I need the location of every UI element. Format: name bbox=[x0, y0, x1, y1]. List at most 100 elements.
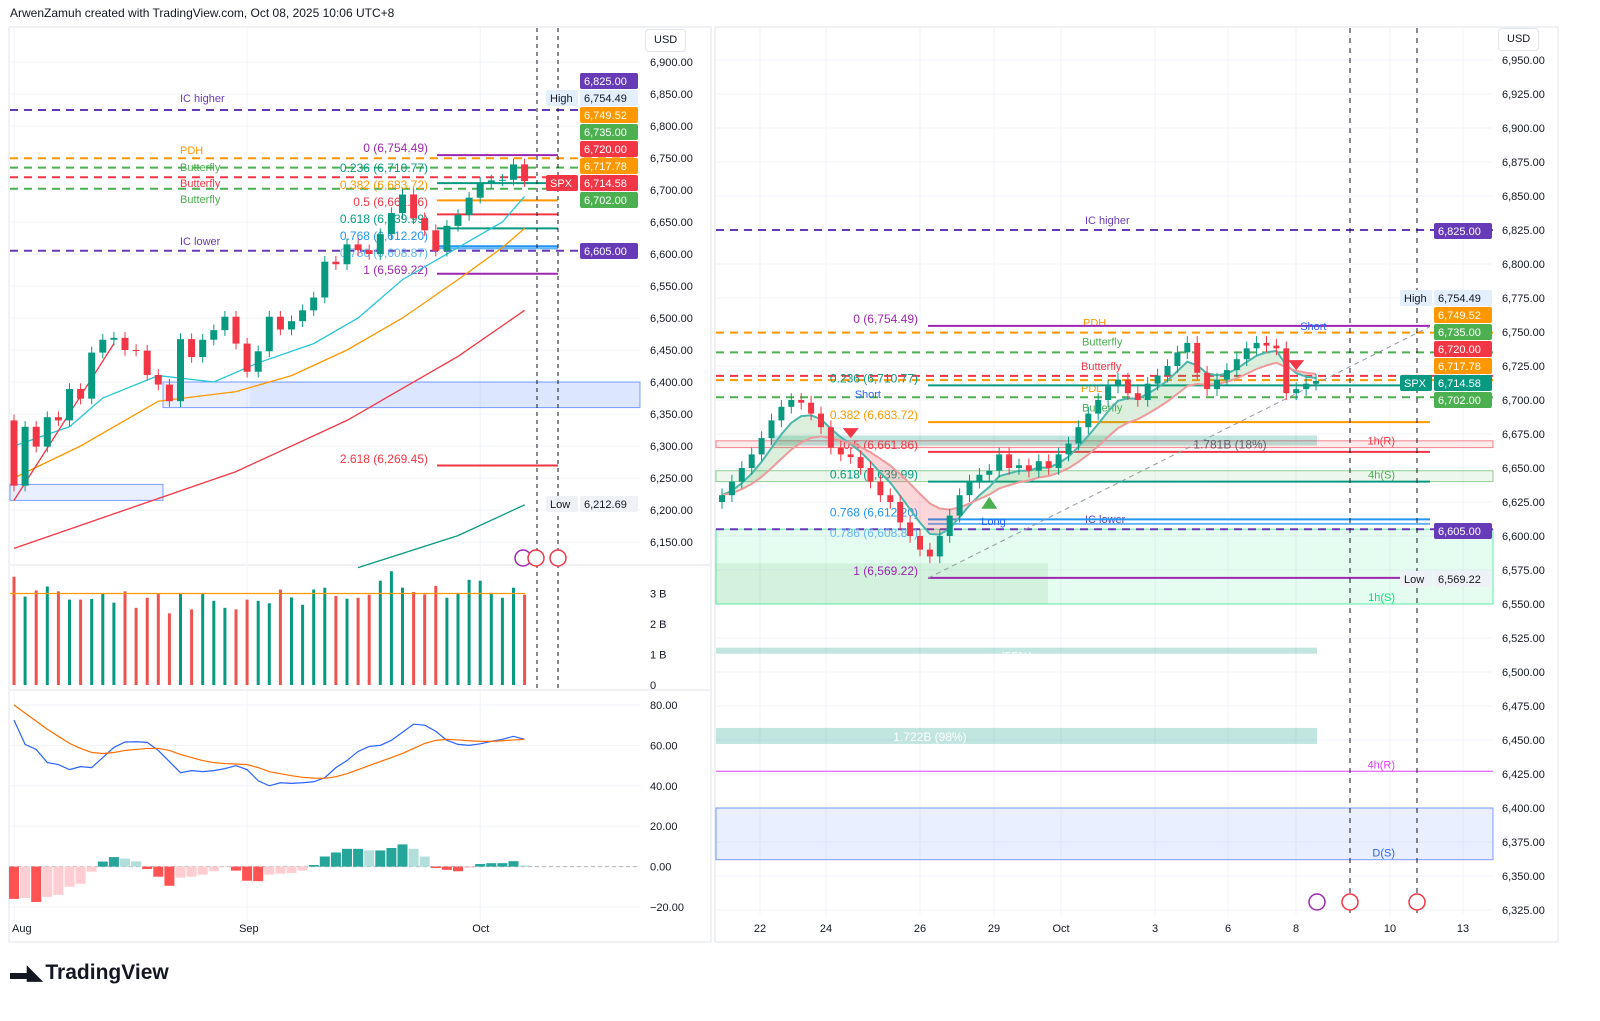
y-tick-label: 6,650.00 bbox=[650, 217, 693, 229]
lightning-event-icon bbox=[1308, 893, 1326, 911]
y-tick-label: 6,400.00 bbox=[650, 377, 693, 389]
level-label: Butterfly bbox=[180, 178, 221, 190]
ema-ribbon bbox=[1157, 380, 1168, 408]
signal-label: Long bbox=[981, 516, 1005, 528]
volume-profile-label: 1.722B (98%) bbox=[893, 730, 966, 744]
volume-bar bbox=[145, 597, 149, 685]
volume-bar bbox=[201, 593, 205, 685]
y-tick-label: 6,800.00 bbox=[650, 121, 693, 133]
histogram-bar bbox=[475, 863, 486, 867]
price-badge-value: 6,714.58 bbox=[584, 178, 627, 190]
ema-ribbon bbox=[771, 434, 782, 469]
osc-tick-label: 20.00 bbox=[650, 821, 678, 833]
volume-profile-label: 1.781B (18%) bbox=[1193, 438, 1266, 452]
candle bbox=[154, 374, 162, 385]
volume-bar bbox=[190, 609, 194, 685]
price-badge-value: 6,735.00 bbox=[1438, 327, 1481, 339]
y-tick-label: 6,700.00 bbox=[650, 185, 693, 197]
us-flag-event-icon bbox=[1341, 893, 1359, 911]
price-badge-value: 6,749.52 bbox=[584, 110, 627, 122]
chart-attribution: ArwenZamuh created with TradingView.com,… bbox=[10, 6, 395, 20]
volume-bar bbox=[256, 600, 260, 685]
currency-button-right[interactable]: USD bbox=[1498, 28, 1540, 51]
volume-tick-label: 2 B bbox=[650, 619, 667, 631]
histogram-bar bbox=[386, 848, 397, 867]
x-tick-label: Oct bbox=[1052, 923, 1069, 935]
y-tick-label: 6,525.00 bbox=[1502, 633, 1545, 645]
volume-bar bbox=[56, 591, 60, 685]
candle bbox=[254, 351, 262, 372]
histogram-bar bbox=[286, 866, 297, 874]
y-tick-label: 6,400.00 bbox=[1502, 803, 1545, 815]
y-tick-label: 6,900.00 bbox=[1502, 123, 1545, 135]
y-tick-label: 6,450.00 bbox=[1502, 735, 1545, 747]
candle bbox=[1075, 427, 1082, 444]
price-badge bbox=[1434, 290, 1492, 306]
y-tick-label: 6,850.00 bbox=[1502, 191, 1545, 203]
candle bbox=[1045, 461, 1052, 468]
candle bbox=[1194, 342, 1201, 373]
candle bbox=[199, 339, 207, 358]
level-label: Butterfly bbox=[180, 162, 221, 174]
y-tick-label: 6,950.00 bbox=[1502, 55, 1545, 67]
ema-ribbon bbox=[920, 493, 930, 534]
level-label: PDH bbox=[1083, 318, 1106, 330]
histogram-bar bbox=[486, 863, 497, 867]
volume-bar bbox=[12, 576, 16, 685]
fib-label: 0.5 (6,661.86) bbox=[353, 195, 428, 209]
price-badge bbox=[580, 243, 638, 259]
volume-bar bbox=[512, 587, 515, 685]
candle bbox=[1154, 375, 1161, 384]
histogram-bar bbox=[108, 857, 119, 867]
fib-label: 0.382 (6,683.72) bbox=[830, 408, 918, 422]
price-badge bbox=[580, 73, 638, 89]
histogram-bar bbox=[231, 866, 241, 871]
volume-profile-bar bbox=[716, 727, 1317, 744]
y-tick-label: 6,375.00 bbox=[1502, 837, 1545, 849]
price-badge bbox=[1434, 375, 1492, 391]
candle bbox=[1174, 352, 1181, 366]
histogram-bar bbox=[20, 866, 31, 898]
volume-bar bbox=[134, 607, 138, 685]
candle bbox=[177, 339, 184, 402]
histogram-bar bbox=[86, 866, 97, 872]
candle bbox=[1095, 400, 1102, 414]
candle bbox=[332, 261, 340, 265]
candle bbox=[976, 474, 983, 482]
candle bbox=[1115, 379, 1121, 387]
candle bbox=[1105, 386, 1112, 400]
volume-bar bbox=[34, 590, 38, 685]
ema-ribbon bbox=[1019, 470, 1029, 483]
x-tick-label: 13 bbox=[1457, 923, 1469, 935]
candle bbox=[1016, 465, 1022, 468]
candle bbox=[946, 515, 953, 536]
histogram-bar bbox=[75, 866, 86, 884]
volume-bar bbox=[123, 591, 127, 685]
candle bbox=[1134, 393, 1141, 400]
oscillator-blue-line bbox=[13, 719, 525, 787]
volume-bar bbox=[445, 597, 449, 685]
volume-bar bbox=[79, 599, 83, 685]
volume-bar bbox=[378, 580, 382, 685]
currency-button-left[interactable]: USD bbox=[645, 29, 687, 52]
moving-average-line bbox=[13, 343, 115, 501]
tradingview-logo[interactable]: ▬◣ TradingView bbox=[10, 960, 169, 985]
candle bbox=[288, 321, 295, 330]
zone-box bbox=[162, 381, 641, 409]
y-tick-label: 6,900.00 bbox=[650, 57, 693, 69]
volume-bar bbox=[167, 613, 171, 685]
candle bbox=[1214, 379, 1220, 390]
signal-label: Short bbox=[1300, 321, 1326, 333]
candle bbox=[43, 417, 51, 447]
y-tick-label: 6,450.00 bbox=[650, 345, 693, 357]
histogram-bar bbox=[397, 844, 408, 867]
candle bbox=[728, 481, 735, 496]
fib-label: 1 (6,569.22) bbox=[853, 564, 918, 578]
candle bbox=[907, 522, 914, 536]
price-badge-value: 6,605.00 bbox=[584, 246, 627, 258]
histogram-bar bbox=[441, 866, 452, 870]
histogram-bar bbox=[64, 866, 75, 887]
volume-bar bbox=[234, 609, 238, 685]
logo-text: TradingView bbox=[45, 960, 169, 984]
